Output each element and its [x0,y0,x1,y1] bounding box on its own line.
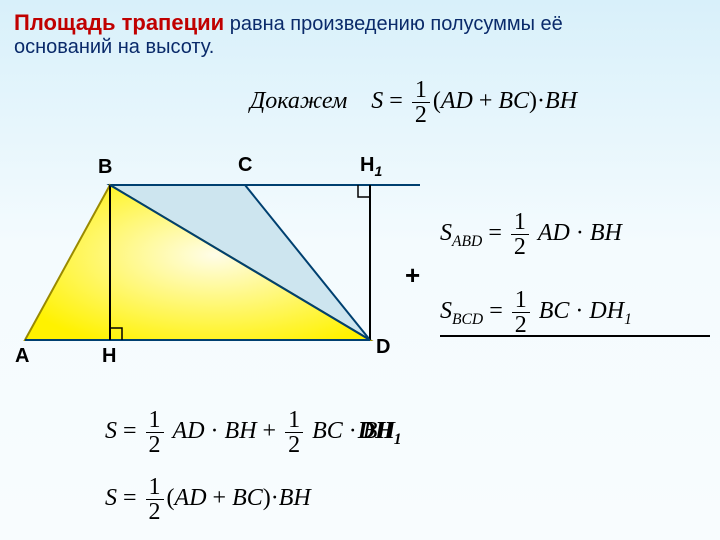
prove-half: 12 [412,78,430,127]
label-H: H [102,345,116,368]
prove-eq: = [383,88,409,114]
formula-s-abd: SABD = 12 AD · BH [440,210,622,259]
diagram-svg [20,150,420,380]
label-B: B [98,156,112,179]
prove-formula: Докажем S = 12(AD + BC)·BH [250,78,577,127]
sum-divider [440,335,710,337]
plus-sign: + [405,260,420,291]
prove-label: Докажем [250,88,347,114]
right-angle-h1 [358,185,370,197]
prove-BH: BH [545,88,577,114]
label-H1: H1 [360,154,382,179]
title-line-1: Площадь трапеции равна произведению полу… [14,10,563,36]
prove-close: )· [529,88,545,114]
prove-plus: + [473,88,499,114]
label-C: C [238,154,252,177]
label-D: D [376,336,390,359]
prove-S: S [371,88,383,114]
formula-s-bcd: SBCD = 12 BC · DH1 [440,288,632,337]
label-A: A [15,345,29,368]
trapezoid-diagram: A B C D H H1 [20,150,420,380]
prove-open: ( [433,88,441,114]
title-strong: Площадь трапеции [14,10,224,35]
title-line-2: оснований на высоту. [14,36,214,59]
formula-s-sum: S = 12 AD · BH + 12 BC · BHDH1 [105,408,395,457]
title-rest-1: равна произведению полусуммы её [224,13,563,35]
prove-AD: AD [441,88,473,114]
prove-BC: BC [498,88,529,114]
formula-s-final: S = 12(AD + BC)·BH [105,475,311,524]
title-rest-2: оснований на высоту. [14,36,214,58]
